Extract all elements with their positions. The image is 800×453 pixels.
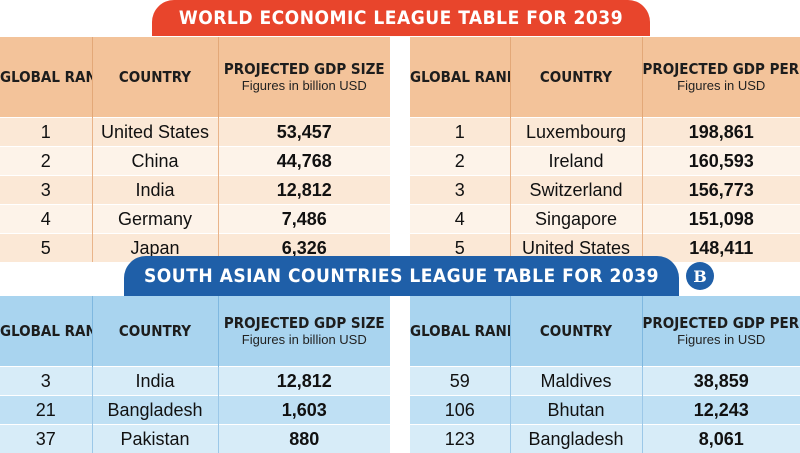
header-global-rank: GLOBAL RANK (410, 296, 510, 367)
south-asia-league-banner: SOUTH ASIAN COUNTRIES LEAGUE TABLE FOR 2… (124, 256, 679, 296)
header-note: Figures in USD (643, 78, 800, 94)
header-title: PROJECTED GDP PER CAPITA (643, 60, 800, 78)
rank-cell: 5 (0, 234, 92, 263)
header-country: COUNTRY (510, 37, 642, 118)
rank-cell: 3 (410, 176, 510, 205)
header-country: COUNTRY (92, 37, 218, 118)
south-asia-gdp-per-capita-table: GLOBAL RANK COUNTRY PROJECTED GDP PER CA… (410, 296, 800, 453)
value-cell: 156,773 (642, 176, 800, 205)
header-global-rank: GLOBAL RANK (0, 296, 92, 367)
header-note: Figures in billion USD (219, 332, 391, 348)
header-title: PROJECTED GDP SIZE (224, 314, 385, 332)
country-cell: Luxembourg (510, 118, 642, 147)
header-note: Figures in USD (643, 332, 800, 348)
header-projected-gdp-per-capita: PROJECTED GDP PER CAPITAFigures in USD (642, 37, 800, 118)
rank-cell: 1 (410, 118, 510, 147)
header-country: COUNTRY (510, 296, 642, 367)
country-cell: India (92, 367, 218, 396)
south-asia-gdp-size-table: GLOBAL RANK COUNTRY PROJECTED GDP SIZEFi… (0, 296, 390, 453)
country-cell: Switzerland (510, 176, 642, 205)
world-gdp-per-capita-table: GLOBAL RANK COUNTRY PROJECTED GDP PER CA… (410, 37, 800, 262)
header-title: PROJECTED GDP PER CAPITA (643, 314, 800, 332)
value-cell: 880 (218, 425, 390, 453)
header-global-rank: GLOBAL RANK (410, 37, 510, 118)
value-cell: 53,457 (218, 118, 390, 147)
value-cell: 7,486 (218, 205, 390, 234)
value-cell: 38,859 (642, 367, 800, 396)
rank-cell: 21 (0, 396, 92, 425)
header-global-rank: GLOBAL RANK (0, 37, 92, 118)
header-note: Figures in billion USD (219, 78, 391, 94)
rank-cell: 123 (410, 425, 510, 453)
rank-cell: 3 (0, 176, 92, 205)
country-cell: Ireland (510, 147, 642, 176)
value-cell: 8,061 (642, 425, 800, 453)
header-projected-gdp-per-capita: PROJECTED GDP PER CAPITAFigures in USD (642, 296, 800, 367)
country-cell: Germany (92, 205, 218, 234)
rank-cell: 37 (0, 425, 92, 453)
rank-cell: 59 (410, 367, 510, 396)
country-cell: Singapore (510, 205, 642, 234)
value-cell: 151,098 (642, 205, 800, 234)
value-cell: 12,812 (218, 176, 390, 205)
rank-cell: 4 (0, 205, 92, 234)
rank-cell: 4 (410, 205, 510, 234)
rank-cell: 3 (0, 367, 92, 396)
country-cell: Pakistan (92, 425, 218, 453)
value-cell: 12,243 (642, 396, 800, 425)
country-cell: Bangladesh (510, 425, 642, 453)
header-country: COUNTRY (92, 296, 218, 367)
rank-cell: 1 (0, 118, 92, 147)
value-cell: 160,593 (642, 147, 800, 176)
country-cell: Bhutan (510, 396, 642, 425)
rank-cell: 106 (410, 396, 510, 425)
country-cell: Bangladesh (92, 396, 218, 425)
header-title: PROJECTED GDP SIZE (224, 60, 385, 78)
country-cell: Maldives (510, 367, 642, 396)
country-cell: India (92, 176, 218, 205)
world-gdp-size-table: GLOBAL RANK COUNTRY PROJECTED GDP SIZEFi… (0, 37, 390, 262)
value-cell: 44,768 (218, 147, 390, 176)
world-league-banner: WORLD ECONOMIC LEAGUE TABLE FOR 2039 (152, 0, 650, 36)
country-cell: China (92, 147, 218, 176)
value-cell: 198,861 (642, 118, 800, 147)
rank-cell: 2 (0, 147, 92, 176)
value-cell: 1,603 (218, 396, 390, 425)
publisher-logo-icon: B (686, 262, 714, 290)
rank-cell: 2 (410, 147, 510, 176)
value-cell: 12,812 (218, 367, 390, 396)
country-cell: United States (92, 118, 218, 147)
